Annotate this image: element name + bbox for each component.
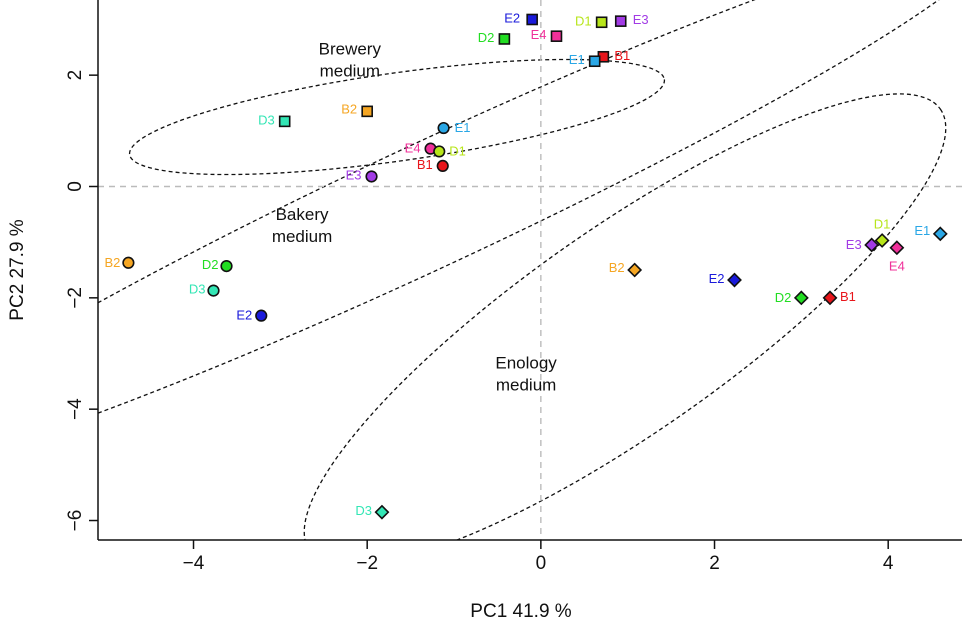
y-tick-label: −6 bbox=[65, 510, 86, 532]
circle-point-e3 bbox=[365, 170, 378, 183]
axes: −4 −2 0 2 4 −6 −4 −2 0 2 bbox=[65, 0, 962, 574]
square-point-d1-label: D1 bbox=[575, 13, 592, 28]
diamond-point-e1-label: E1 bbox=[914, 223, 930, 238]
diamond-point-e2-label: E2 bbox=[709, 271, 725, 286]
y-tick-label: 0 bbox=[65, 181, 86, 192]
reference-lines bbox=[98, 0, 962, 540]
diamond-point-b2-label: B2 bbox=[609, 260, 625, 275]
diamond-point-e2 bbox=[727, 272, 742, 288]
enology-ellipse bbox=[303, 93, 947, 540]
circle-point-b2 bbox=[122, 256, 135, 269]
diamond-point-b1-label: B1 bbox=[840, 289, 856, 304]
circle-point-e1-label: E1 bbox=[455, 120, 471, 135]
diamond-point-e1 bbox=[932, 226, 948, 242]
bakery-ellipse bbox=[98, 0, 962, 474]
diamond-point-e3 bbox=[864, 237, 880, 253]
square-point-e1-label: E1 bbox=[569, 52, 585, 67]
diamond-point-e3-label: E3 bbox=[846, 237, 862, 252]
square-point-e1 bbox=[588, 55, 601, 68]
diamond-point-d2-label: D2 bbox=[775, 290, 792, 305]
y-tick-label: −2 bbox=[65, 287, 86, 309]
medium-label-bakery-line1: Bakery bbox=[276, 205, 329, 224]
circle-point-b2-label: B2 bbox=[104, 255, 120, 270]
medium-label-bakery-line2: medium bbox=[272, 227, 332, 246]
circle-point-d3 bbox=[207, 284, 220, 297]
x-tick-label: −2 bbox=[356, 553, 378, 574]
square-point-d3 bbox=[278, 115, 291, 128]
circle-point-b1 bbox=[436, 159, 449, 172]
diamond-point-d1 bbox=[874, 233, 890, 248]
circle-point-b1-label: B1 bbox=[417, 157, 433, 172]
square-point-b2-label: B2 bbox=[341, 101, 357, 116]
square-point-d1 bbox=[595, 16, 608, 29]
square-point-d2 bbox=[498, 33, 511, 45]
medium-label-brewery-line2: medium bbox=[320, 62, 380, 81]
diamond-point-b2 bbox=[627, 262, 643, 278]
square-point-e2 bbox=[526, 13, 538, 26]
square-point-e3 bbox=[614, 15, 627, 27]
square-point-b1-label: B1 bbox=[614, 48, 630, 63]
diamond-point-d3 bbox=[374, 504, 390, 520]
circle-point-d1 bbox=[433, 145, 446, 158]
diamond-point-d3-label: D3 bbox=[355, 503, 372, 518]
brewery-ellipse bbox=[128, 58, 666, 176]
circle-point-d2 bbox=[220, 260, 233, 273]
circle-point-e1 bbox=[437, 121, 450, 135]
circle-point-d2-label: D2 bbox=[202, 257, 219, 272]
medium-label-enology-line2: medium bbox=[496, 376, 556, 395]
diamond-point-e4 bbox=[889, 240, 905, 256]
square-point-b2 bbox=[361, 105, 373, 118]
diamond-point-e4-label: E4 bbox=[889, 259, 905, 274]
y-tick-label: 2 bbox=[65, 70, 86, 81]
square-point-d2-label: D2 bbox=[478, 30, 495, 45]
medium-label-enology-line1: Enology bbox=[495, 354, 557, 373]
y-axis-label: PC2 27.9 % bbox=[7, 219, 28, 320]
medium-labels: Brewery medium Bakery medium Enology medium bbox=[272, 40, 557, 395]
diamond-point-b1 bbox=[822, 290, 838, 306]
circle-point-d1-label: D1 bbox=[449, 143, 466, 158]
square-point-e4 bbox=[550, 30, 563, 42]
x-tick-label: −4 bbox=[183, 553, 205, 574]
x-axis-label: PC1 41.9 % bbox=[470, 601, 571, 622]
circle-point-e4-label: E4 bbox=[405, 141, 421, 156]
x-tick-label: 2 bbox=[709, 553, 720, 574]
x-tick-label: 0 bbox=[536, 553, 547, 574]
diamond-point-d2 bbox=[793, 290, 809, 306]
square-point-d3-label: D3 bbox=[258, 112, 275, 127]
y-tick-label: −4 bbox=[65, 398, 86, 420]
square-point-e4-label: E4 bbox=[531, 27, 547, 42]
square-point-e2-label: E2 bbox=[504, 10, 520, 25]
circle-point-e2 bbox=[255, 309, 268, 322]
medium-label-brewery-line1: Brewery bbox=[319, 40, 382, 59]
circle-point-e2-label: E2 bbox=[236, 308, 252, 323]
x-tick-label: 4 bbox=[883, 553, 894, 574]
circle-point-e3-label: E3 bbox=[346, 167, 362, 182]
diamond-point-d1-label: D1 bbox=[874, 216, 891, 231]
square-point-e3-label: E3 bbox=[633, 12, 649, 27]
circle-point-d3-label: D3 bbox=[189, 282, 206, 297]
